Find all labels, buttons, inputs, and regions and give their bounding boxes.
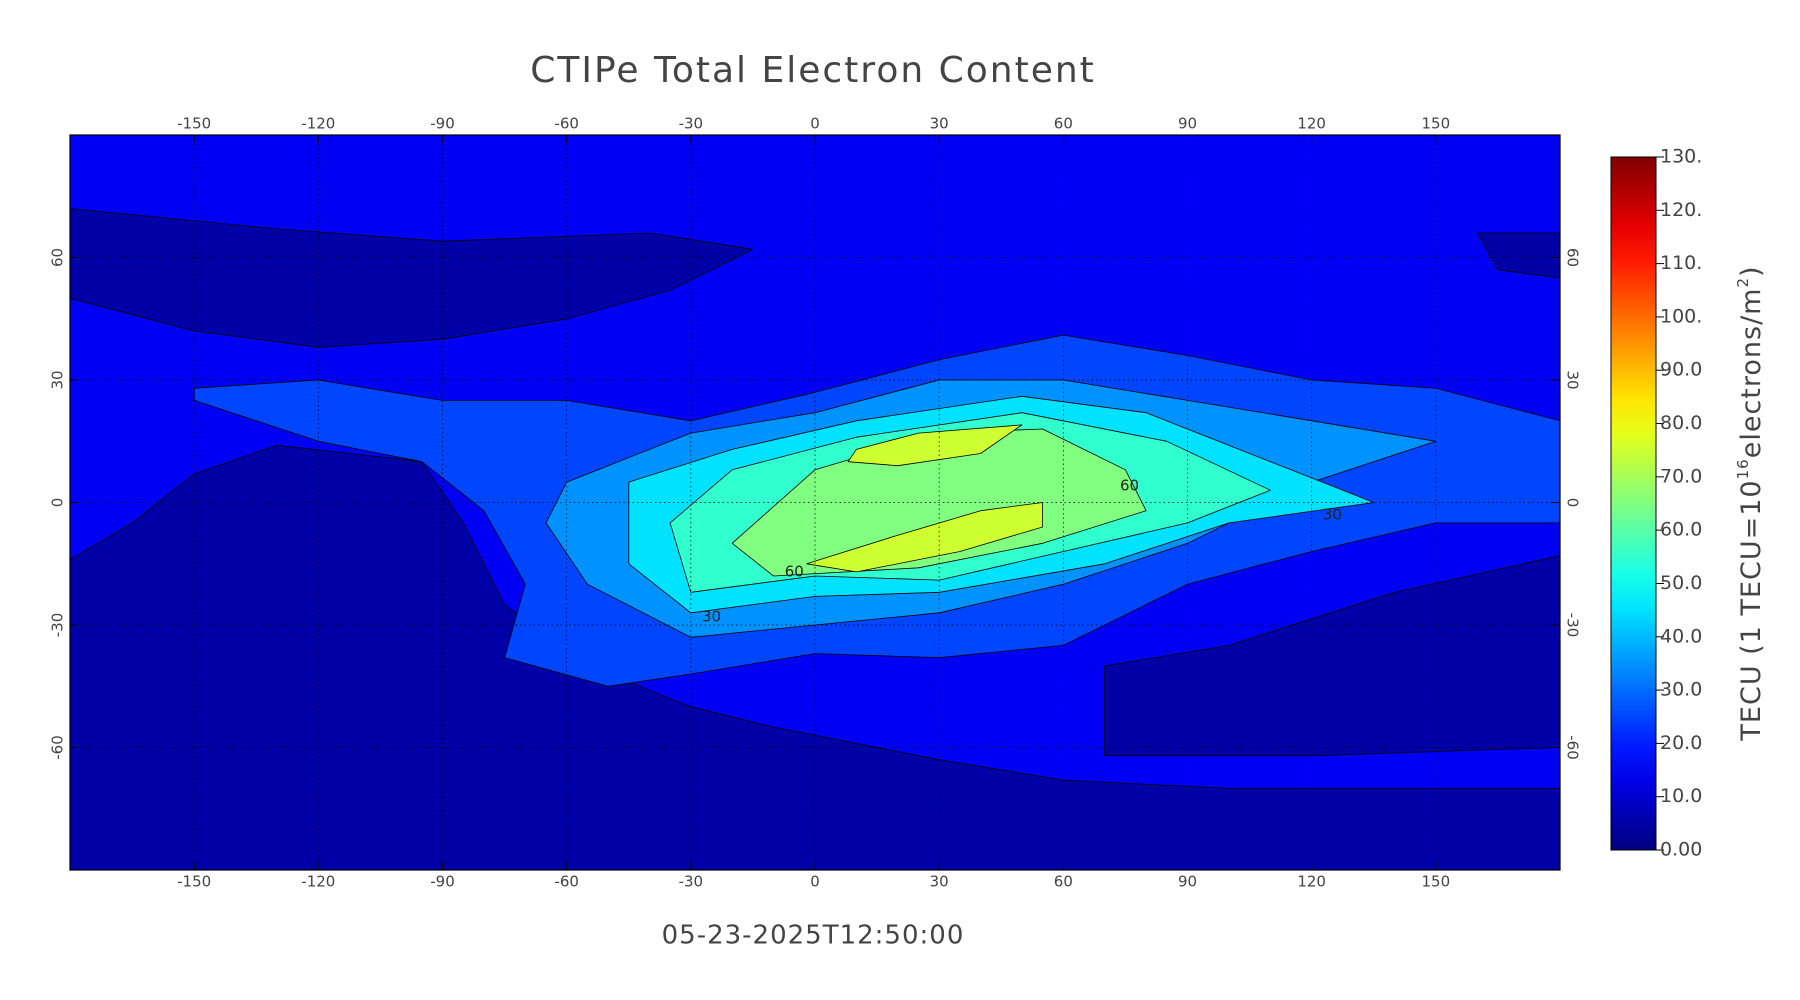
x-tick-label: 60: [1054, 115, 1073, 133]
axes: -150 -150 -120 -120 -90 -90 -60 -60 -30 -30 0 0 30 30…: [49, 115, 1582, 891]
y-tick-label: 60: [49, 248, 67, 267]
x-tick-label: 150: [1422, 873, 1451, 891]
x-tick-label: 30: [930, 873, 949, 891]
contour-label: 30: [702, 607, 721, 625]
superscript: 2: [1734, 277, 1752, 288]
x-tick-label: 30: [930, 115, 949, 133]
x-tick-label: 120: [1297, 873, 1326, 891]
contour-region: [70, 208, 754, 348]
x-tick-label: -150: [177, 873, 211, 891]
contour-region: [806, 502, 1043, 573]
x-tick-label: -30: [679, 873, 704, 891]
colorbar-tick-label: 20.0: [1660, 732, 1702, 754]
x-tick-label: 0: [810, 873, 820, 891]
x-tick-label: -30: [679, 115, 704, 133]
contour-label: 60: [785, 562, 804, 580]
y-tick-label: 0: [1564, 498, 1582, 508]
y-tick-label: -60: [49, 735, 67, 760]
contour-region: [1104, 555, 1560, 757]
colorbar-tick-label: 110.: [1660, 252, 1702, 274]
y-tick-label: 60: [1564, 248, 1582, 267]
colorbar-tick-label: 90.0: [1660, 359, 1702, 381]
colorbar-tick-label: 100.: [1660, 305, 1702, 327]
colorbar-tick-label: 130.: [1660, 146, 1702, 168]
x-tick-label: -90: [430, 115, 455, 133]
x-tick-label: -60: [554, 873, 579, 891]
chart-title: CTIPe Total Electron Content: [530, 50, 1096, 91]
colorbar-tick-label: 30.0: [1660, 679, 1702, 701]
x-tick-label: 120: [1297, 115, 1326, 133]
colorbar-tick-label: 120.: [1660, 199, 1702, 221]
map-frame: [69, 134, 1561, 871]
y-tick-label: -30: [49, 613, 67, 638]
x-tick-label: 0: [810, 115, 820, 133]
title-part: electrons/m: [1736, 288, 1767, 459]
y-tick-label: 30: [1564, 370, 1582, 389]
colorbar-tick-label: 0.00: [1660, 839, 1702, 861]
title-part: TECU (1 TECU=10: [1736, 479, 1767, 741]
x-tick-label: -120: [301, 873, 335, 891]
colorbar: [1610, 156, 1657, 851]
title-part: ): [1736, 265, 1767, 277]
x-tick-label: 60: [1054, 873, 1073, 891]
y-tick-label: -60: [1564, 735, 1582, 760]
contour-label: 30: [1323, 505, 1342, 523]
x-tick-label: 90: [1178, 115, 1197, 133]
map: 60 30 60 30: [70, 135, 1560, 870]
x-tick-label: -150: [177, 115, 211, 133]
y-tick-label: 0: [49, 498, 67, 508]
x-tick-label: 150: [1422, 115, 1451, 133]
x-tick-label: -120: [301, 115, 335, 133]
colorbar-tick-label: 10.0: [1660, 785, 1702, 807]
colorbar-tick-label: 60.0: [1660, 519, 1702, 541]
x-tick-label: 90: [1178, 873, 1197, 891]
y-tick-label: -30: [1564, 613, 1582, 638]
contour-label: 60: [1120, 477, 1139, 495]
x-tick-label: -60: [554, 115, 579, 133]
colorbar-tick-label: 50.0: [1660, 572, 1702, 594]
x-tick-label: -90: [430, 873, 455, 891]
colorbar-tick-label: 70.0: [1660, 465, 1702, 487]
superscript: 16: [1734, 458, 1752, 479]
colorbar-tick-label: 40.0: [1660, 625, 1702, 647]
colorbar-title: TECU (1 TECU=1016electrons/m2): [1734, 265, 1767, 741]
contour-region: [847, 424, 1023, 467]
contour-region: [1476, 232, 1560, 279]
colorbar-tick-label: 80.0: [1660, 412, 1702, 434]
timestamp: 05-23-2025T12:50:00: [662, 921, 965, 951]
y-tick-label: 30: [49, 370, 67, 389]
